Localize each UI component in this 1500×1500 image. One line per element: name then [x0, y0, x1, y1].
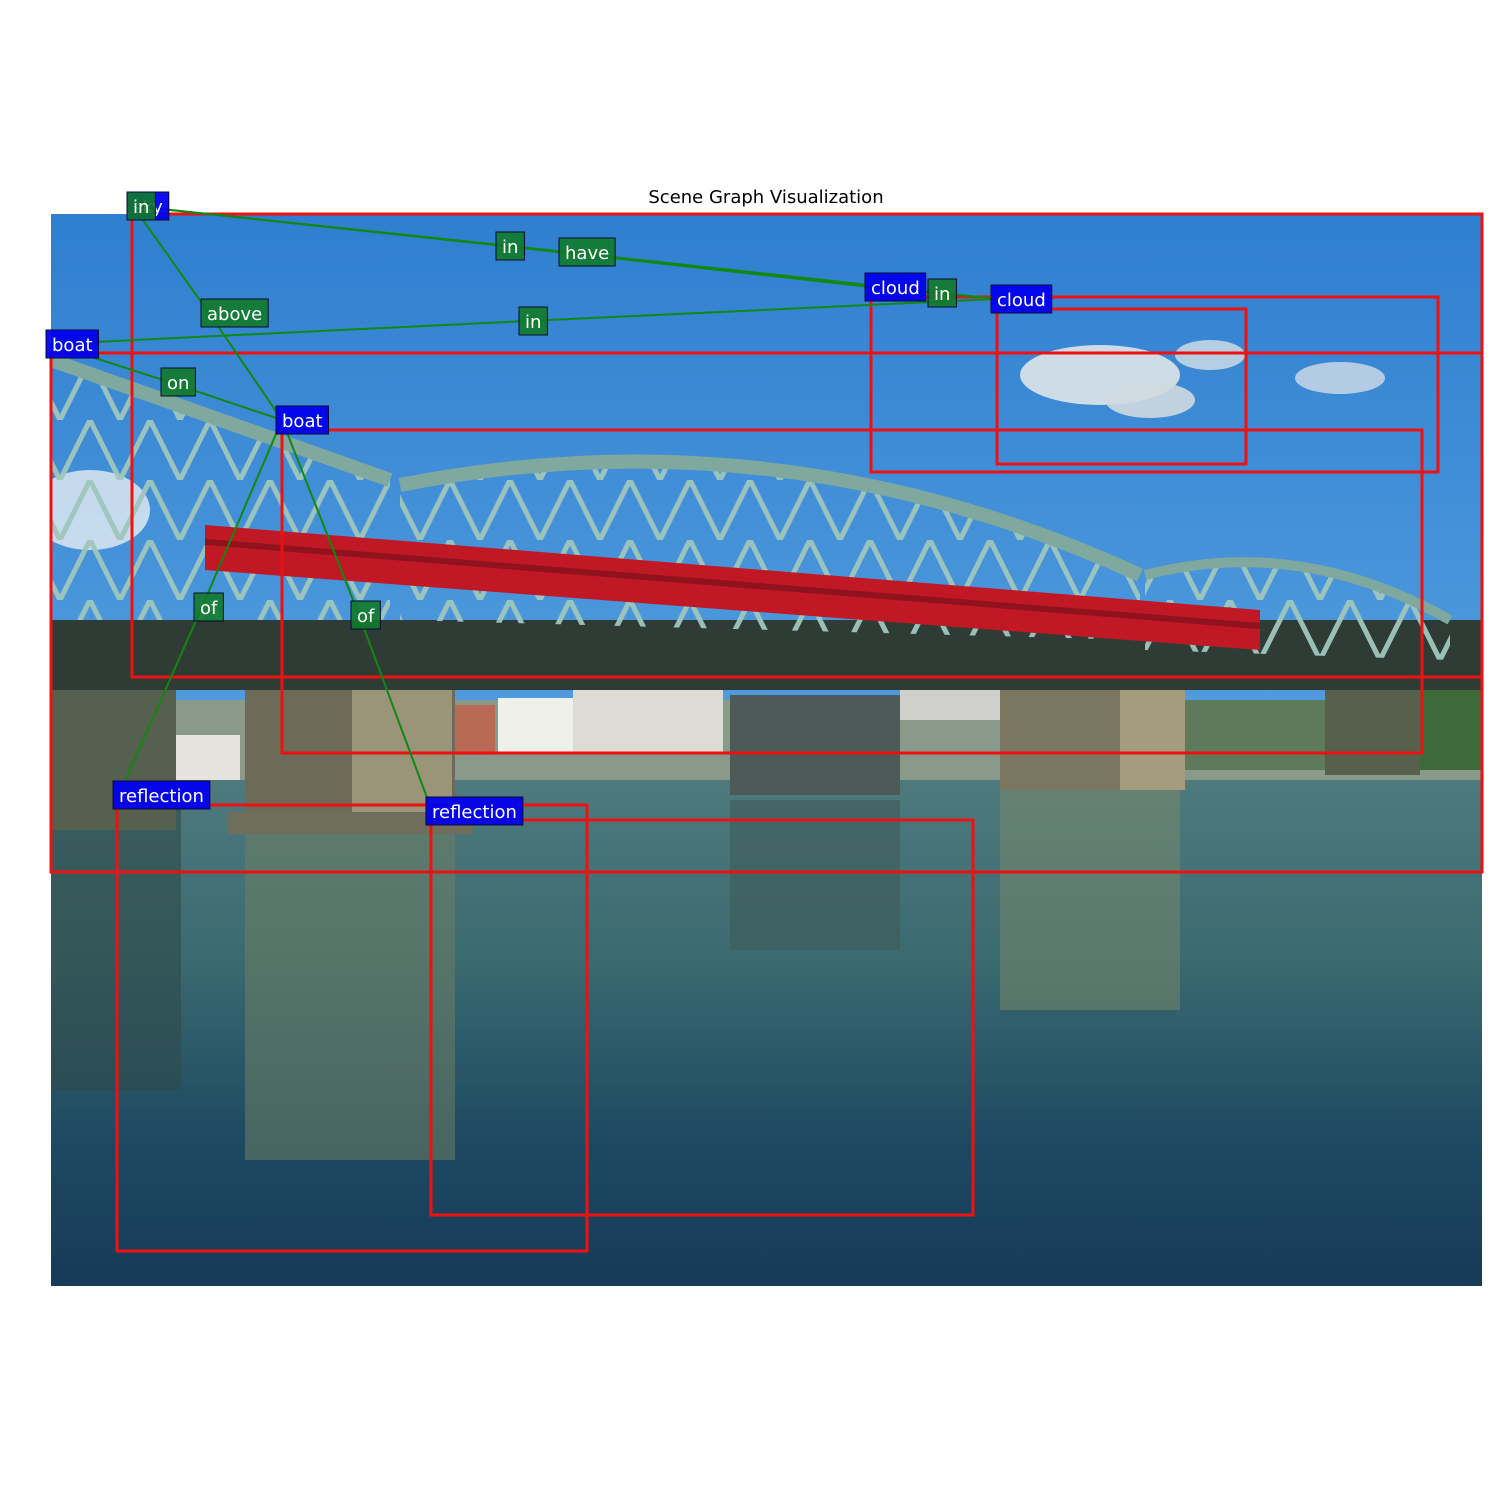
relation-label-r_on: on	[160, 367, 196, 397]
object-label-cloud2: cloud	[990, 284, 1053, 314]
relation-label-r_in_4: in	[518, 306, 548, 336]
bbox-reflection2	[429, 818, 975, 1217]
object-label-cloud1-text: cloud	[871, 278, 920, 299]
relation-label-r_of_2-text: of	[357, 606, 375, 627]
relation-label-r_above: above	[200, 298, 269, 328]
relation-label-r_in_3-text: in	[934, 284, 950, 305]
object-label-boat1-text: boat	[52, 335, 93, 356]
relation-label-r_have-text: have	[565, 243, 609, 264]
figure-title: Scene Graph Visualization	[648, 187, 884, 208]
object-label-boat2-text: boat	[282, 411, 323, 432]
relation-label-r_of_1: of	[193, 592, 224, 622]
relation-label-r_have: have	[558, 237, 616, 267]
bounding-boxes	[49, 212, 1484, 1253]
object-label-reflection2: reflection	[425, 796, 524, 826]
object-label-cloud2-text: cloud	[997, 290, 1046, 311]
relation-label-r_in_3: in	[927, 278, 957, 308]
object-label-boat1: boat	[45, 329, 100, 359]
graph-labels: skyboatboatcloudcloudreflectionreflectio…	[45, 191, 1053, 826]
bbox-cloud2	[995, 307, 1248, 466]
bbox-reflection1	[115, 803, 589, 1253]
photo	[51, 214, 1482, 1286]
object-label-reflection1: reflection	[112, 780, 211, 810]
relation-label-r_above-text: above	[207, 304, 262, 325]
relation-label-r_in_2: in	[495, 231, 525, 261]
relation-label-r_of_2: of	[350, 600, 381, 630]
relation-label-r_in_2-text: in	[502, 237, 518, 258]
object-label-reflection1-text: reflection	[119, 786, 204, 807]
object-label-reflection2-text: reflection	[432, 802, 517, 823]
bbox-cloud1	[869, 295, 1440, 474]
relation-label-r_of_1-text: of	[200, 598, 218, 619]
object-label-cloud1: cloud	[864, 272, 927, 302]
relation-label-r_in_1: in	[126, 191, 156, 221]
bbox-boat1	[49, 351, 1484, 874]
bbox-boat2	[280, 428, 1424, 755]
relation-label-r_in_4-text: in	[525, 312, 541, 333]
relation-label-r_in_1-text: in	[133, 197, 149, 218]
relation-label-r_on-text: on	[167, 373, 189, 394]
object-label-boat2: boat	[275, 405, 330, 435]
